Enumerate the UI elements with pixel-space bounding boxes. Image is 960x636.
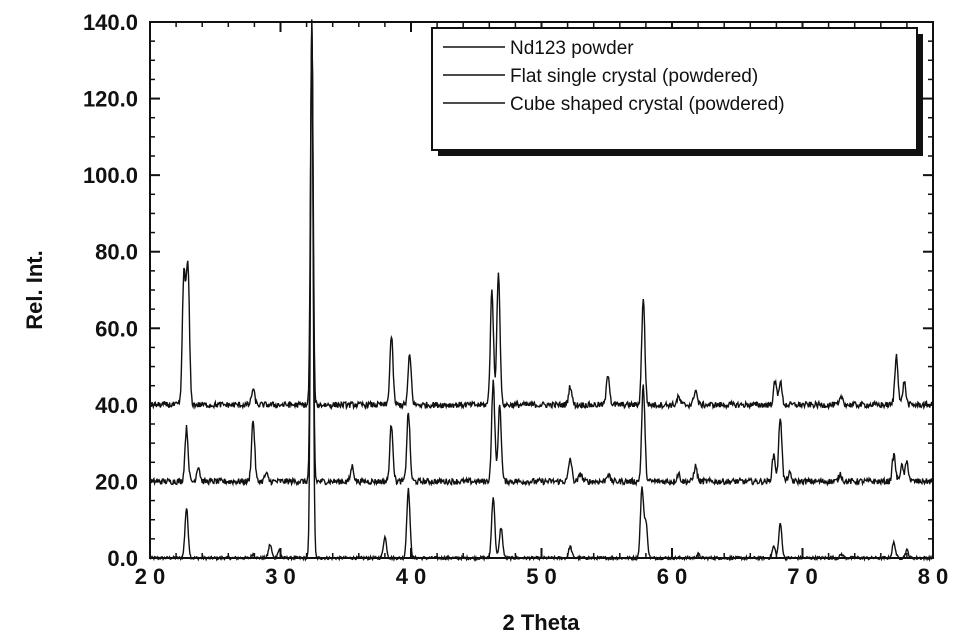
legend-items: Nd123 powder Flat single crystal (powdere… [443,38,785,115]
series-line-3 [149,19,934,411]
y-axis-title: Rel. Int. [22,250,47,329]
legend: Nd123 powder Flat single crystal (powdere… [431,27,923,156]
x-axis-title: 2 Theta [502,610,580,635]
tick-labels: 2 0 3 0 4 0 5 0 6 0 7 0 8 0 0.0 20.0 40.0 60.0 80.0… [83,10,948,589]
legend-label: Cube shaped crystal (powdered) [510,94,785,115]
x-tick-label: 3 0 [265,564,296,589]
x-tick-label: 6 0 [657,564,688,589]
series-lines [149,19,934,563]
legend-label: Nd123 powder [510,38,634,59]
x-tick-label: 8 0 [918,564,949,589]
x-tick-label: 4 0 [396,564,427,589]
y-tick-label: 0.0 [107,546,138,571]
x-tick-label: 5 0 [526,564,557,589]
series-line-1 [149,22,934,563]
y-tick-label: 80.0 [95,240,138,265]
y-tick-label: 20.0 [95,469,138,494]
y-tick-label: 120.0 [83,87,138,112]
x-tick-label: 7 0 [787,564,818,589]
x-tick-label: 2 0 [135,564,166,589]
y-tick-label: 60.0 [95,316,138,341]
y-tick-label: 40.0 [95,393,138,418]
y-tick-label: 140.0 [83,10,138,35]
legend-box [431,27,918,151]
y-tick-label: 100.0 [83,163,138,188]
series-line-2 [149,20,934,487]
legend-label: Flat single crystal (powdered) [510,66,758,87]
